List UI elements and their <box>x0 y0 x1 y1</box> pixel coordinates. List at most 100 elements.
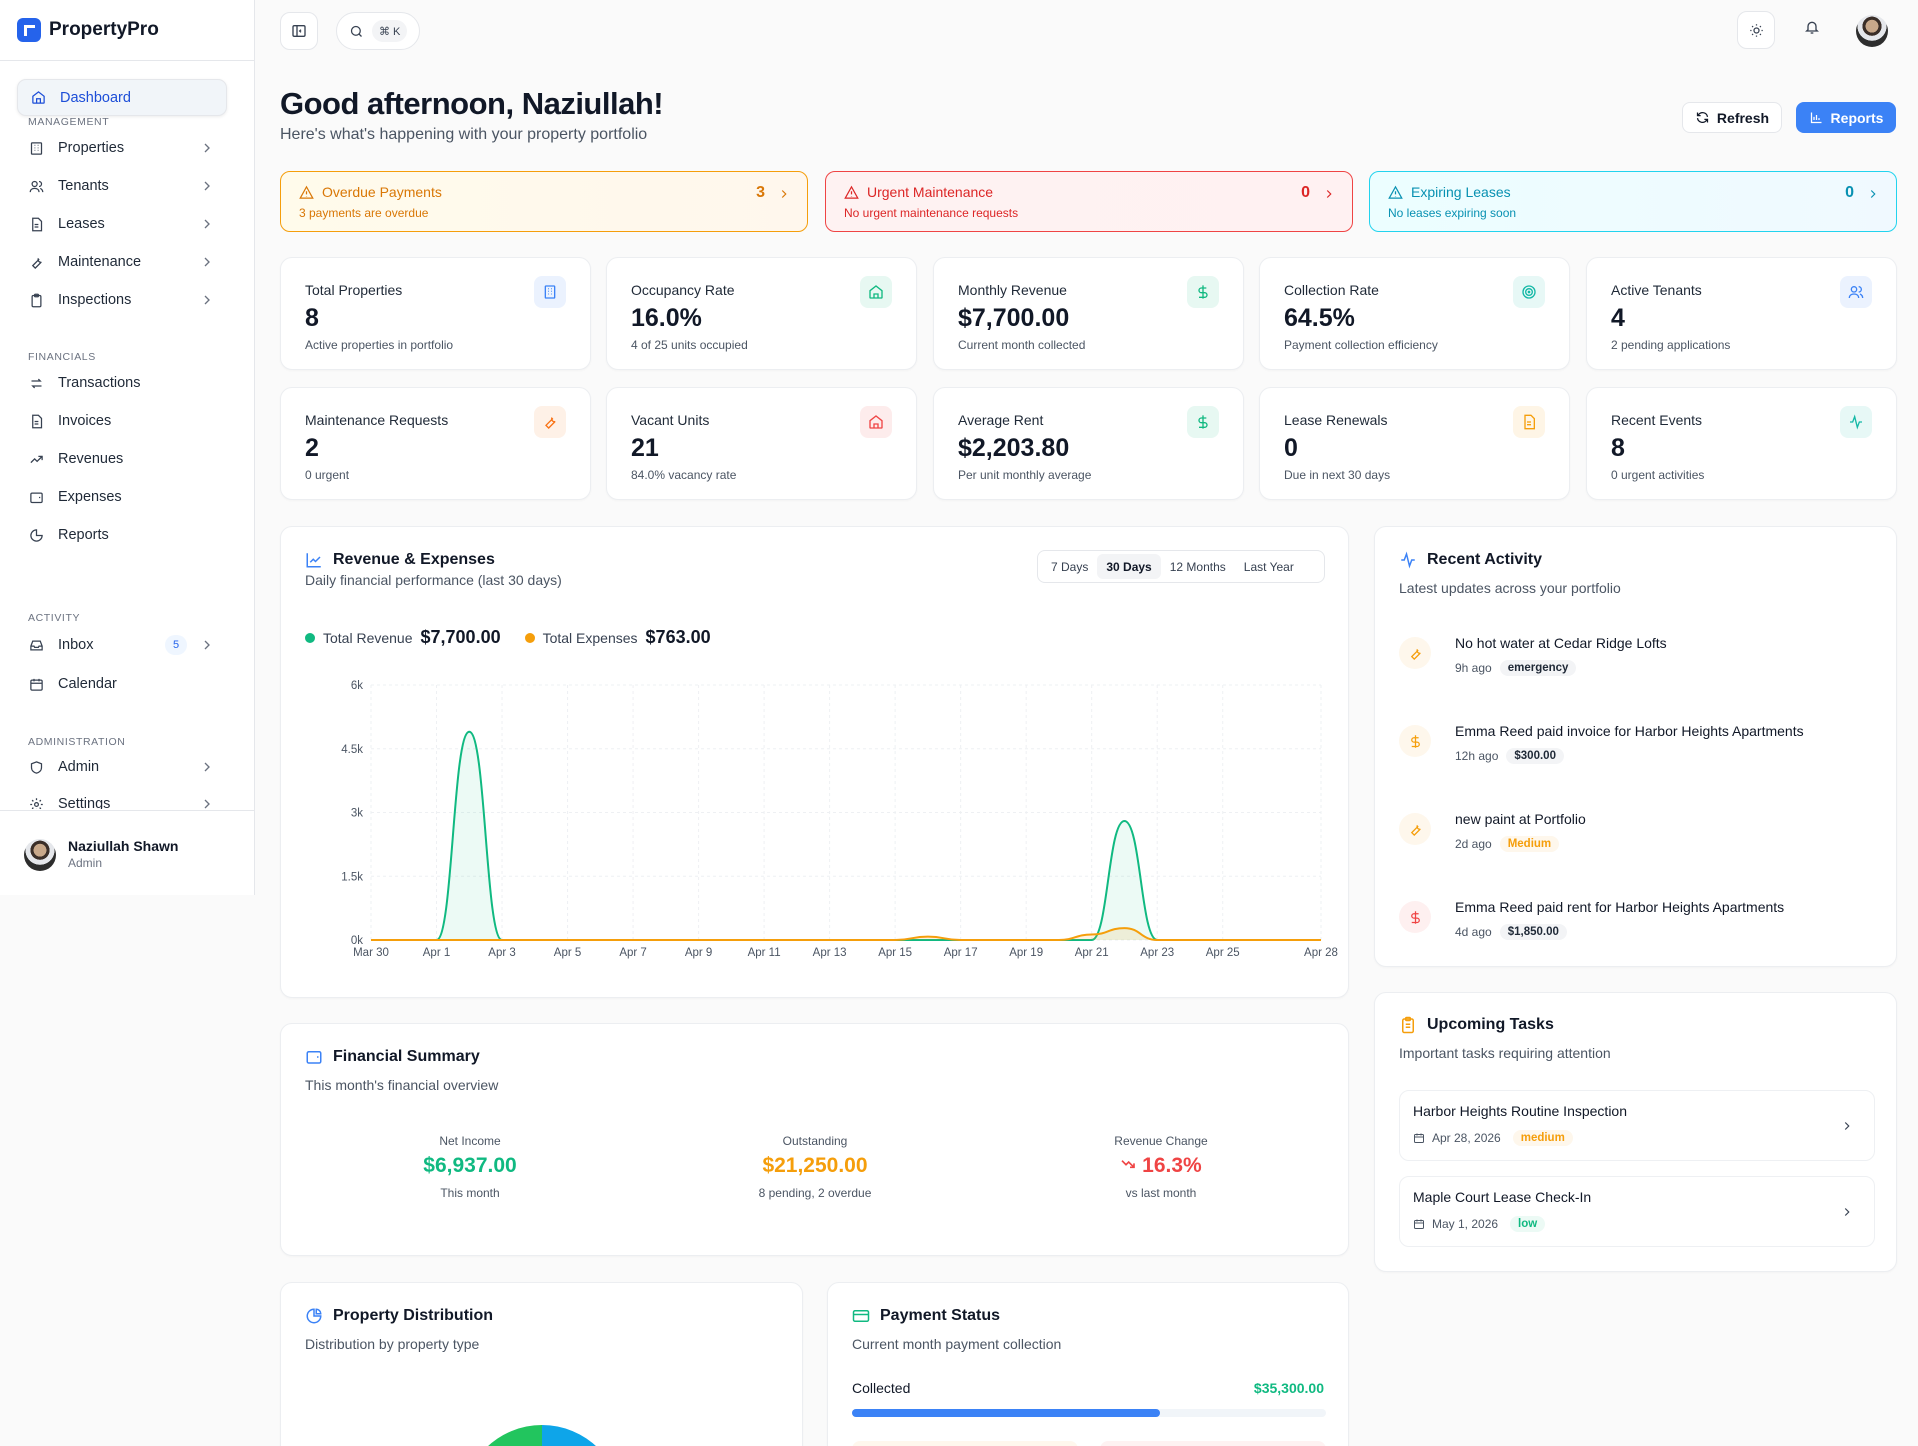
stat-card[interactable]: Occupancy Rate 16.0% 4 of 25 units occup… <box>606 257 917 370</box>
chart-legend: Total Revenue $7,700.00 Total Expenses $… <box>305 627 735 648</box>
task-title: Harbor Heights Routine Inspection <box>1413 1103 1628 1119</box>
reports-button[interactable]: Reports <box>1796 102 1896 133</box>
alert-expiring-leases[interactable]: Expiring Leases No leases expiring soon … <box>1369 171 1897 232</box>
sidebar-item-inspections[interactable]: Inspections <box>17 284 227 316</box>
stat-label: Revenue Change <box>1114 1134 1208 1148</box>
alert-title: Expiring Leases <box>1411 184 1511 200</box>
tab-30-days[interactable]: 30 Days <box>1097 554 1161 579</box>
stat-card[interactable]: Vacant Units 21 84.0% vacancy rate <box>606 387 917 500</box>
task-item[interactable]: Maple Court Lease Check-In May 1, 2026 lo… <box>1399 1176 1875 1247</box>
activity-icon-box <box>1399 725 1431 757</box>
chevron-right-icon <box>781 190 787 198</box>
sidebar-item-maintenance[interactable]: Maintenance <box>17 246 227 278</box>
alert-urgent-maintenance[interactable]: Urgent Maintenance No urgent maintenance… <box>825 171 1353 232</box>
card-title: Payment Status <box>852 1307 1000 1325</box>
stat-value: 8 <box>305 304 319 332</box>
brand[interactable]: PropertyPro <box>0 0 254 61</box>
stat-label: Occupancy Rate <box>631 282 735 298</box>
sidebar-item-tenants[interactable]: Tenants <box>17 170 227 202</box>
collected-value: $35,300.00 <box>1253 1380 1324 1396</box>
stat-card[interactable]: Active Tenants 4 2 pending applications <box>1586 257 1897 370</box>
card-subtitle: Daily financial performance (last 30 day… <box>305 572 562 588</box>
tab-12-months[interactable]: 12 Months <box>1169 559 1226 574</box>
trending-down-icon <box>1121 1160 1136 1169</box>
sidebar-item-settings[interactable]: Settings <box>17 788 227 809</box>
avatar[interactable] <box>1856 15 1888 47</box>
x-tick-label: Apr 11 <box>748 947 781 959</box>
topbar: ⌘ K <box>256 0 1918 61</box>
dollar-icon <box>1198 415 1208 429</box>
theme-toggle-button[interactable] <box>1737 11 1775 49</box>
stat-card[interactable]: Average Rent $2,203.80 Per unit monthly … <box>933 387 1244 500</box>
sidebar-item-calendar[interactable]: Calendar <box>17 668 227 700</box>
card-title-text: Property Distribution <box>333 1307 494 1324</box>
sidebar-item-label: Tenants <box>58 178 109 194</box>
brand-name: PropertyPro <box>49 19 159 40</box>
chevron-right-icon <box>204 640 210 650</box>
series-area-expenses <box>371 928 1321 940</box>
stat-value: 0 <box>1284 434 1298 462</box>
chevron-right-icon <box>204 257 210 267</box>
x-tick-label: Apr 3 <box>488 947 516 959</box>
document-icon <box>1524 414 1535 430</box>
alert-title: Urgent Maintenance <box>867 184 994 200</box>
list-item[interactable]: Emma Reed paid rent for Harbor Heights A… <box>1399 895 1819 955</box>
activity-time: 12h ago <box>1455 749 1499 763</box>
sidebar-item-expenses[interactable]: Expenses <box>17 481 227 513</box>
stat-label: Outstanding <box>782 1134 848 1148</box>
chevron-right-icon <box>1870 190 1876 198</box>
revenue-chart-card: Revenue & Expenses Daily financial perfo… <box>280 526 1349 998</box>
refresh-button[interactable]: Refresh <box>1682 102 1782 133</box>
sidebar-item-admin[interactable]: Admin <box>17 751 227 783</box>
dollar-icon <box>1410 910 1420 924</box>
sidebar-item-dashboard[interactable]: Dashboard <box>17 79 227 116</box>
user-role: Admin <box>68 856 103 870</box>
task-item[interactable]: Harbor Heights Routine Inspection Apr 28… <box>1399 1090 1875 1161</box>
property-distribution-card: Property Distribution Distribution by pr… <box>280 1282 803 1446</box>
sidebar-item-properties[interactable]: Properties <box>17 132 227 164</box>
period-tabs: 7 Days 30 Days 12 Months Last Year <box>1037 550 1325 583</box>
x-tick-label: Mar 30 <box>353 947 389 959</box>
building-icon <box>544 285 556 299</box>
refresh-label: Refresh <box>1716 109 1770 126</box>
collected-progress-fill <box>852 1409 1161 1417</box>
sidebar-item-revenues[interactable]: Revenues <box>17 443 227 475</box>
stat-sub: Per unit monthly average <box>958 468 1092 482</box>
sidebar-item-label: Inspections <box>58 292 132 308</box>
revenue-chart: 0k 1.5k 3k 4.5k 6k Mar 30 Apr 1 Apr 3 Apr 5 Apr 7… <box>341 680 1338 959</box>
search-button[interactable]: ⌘ K <box>336 12 420 50</box>
stat-card[interactable]: Total Properties 8 Active properties in … <box>280 257 591 370</box>
sidebar-toggle-button[interactable] <box>280 12 318 50</box>
sidebar-item-transactions[interactable]: Transactions <box>17 367 227 399</box>
stat-sub: vs last month <box>1125 1186 1197 1200</box>
list-item[interactable]: No hot water at Cedar Ridge Lofts 9h ago… <box>1399 631 1819 691</box>
stat-card[interactable]: Maintenance Requests 2 0 urgent <box>280 387 591 500</box>
x-tick-label: Apr 19 <box>1009 947 1043 959</box>
tab-7-days[interactable]: 7 Days <box>1051 559 1089 574</box>
payment-status-card: Payment Status Current month payment col… <box>827 1282 1349 1446</box>
stat-card[interactable]: Collection Rate 64.5% Payment collection… <box>1259 257 1570 370</box>
stat-icon-box <box>860 276 892 308</box>
calendar-icon <box>1414 1219 1424 1229</box>
list-item[interactable]: Emma Reed paid invoice for Harbor Height… <box>1399 719 1819 779</box>
x-tick-label: Apr 25 <box>1206 947 1240 959</box>
stat-icon-box <box>1840 276 1872 308</box>
stat-value: $7,700.00 <box>958 304 1070 332</box>
sidebar-item-label: Properties <box>58 140 125 156</box>
chevron-right-icon <box>1844 1122 1850 1130</box>
list-item[interactable]: new paint at Portfolio 2d ago Medium <box>1399 807 1819 867</box>
stat-card[interactable]: Lease Renewals 0 Due in next 30 days <box>1259 387 1570 500</box>
tab-last-year[interactable]: Last Year <box>1243 559 1294 574</box>
y-tick-label: 6k <box>351 680 363 692</box>
stat-card[interactable]: Recent Events 8 0 urgent activities <box>1586 387 1897 500</box>
bell-icon[interactable] <box>1804 19 1820 35</box>
stat-card[interactable]: Monthly Revenue $7,700.00 Current month … <box>933 257 1244 370</box>
sidebar-item-inbox[interactable]: Inbox 5 <box>17 629 227 661</box>
sidebar-item-leases[interactable]: Leases <box>17 208 227 240</box>
sidebar-user[interactable]: Naziullah Shawn Admin <box>0 810 255 895</box>
overdue-box <box>1100 1441 1326 1446</box>
sidebar-item-invoices[interactable]: Invoices <box>17 405 227 437</box>
alert-overdue-payments[interactable]: Overdue Payments 3 payments are overdue … <box>280 171 808 232</box>
sidebar-item-reports[interactable]: Reports <box>17 519 227 551</box>
